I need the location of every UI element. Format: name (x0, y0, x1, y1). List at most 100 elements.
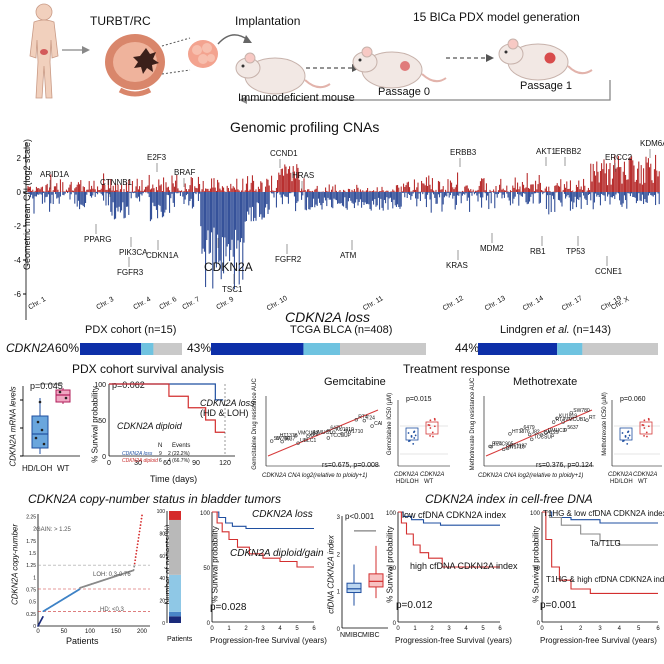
loh-label: LOH: 0.3-0.76 (93, 572, 131, 578)
box-point (641, 424, 644, 426)
bladder-icon (105, 34, 165, 97)
loss-segment (478, 343, 558, 355)
box-point (432, 435, 434, 438)
stack-y-tick: 80 (159, 531, 165, 537)
km-x-tick: 5 (637, 626, 641, 632)
box-point (643, 427, 646, 429)
box-point (624, 435, 627, 437)
box-point (627, 437, 630, 439)
gene-label-kras: KRAS (446, 261, 468, 270)
cfdna-km2-bot-label: T1HG & high cfDNA CDKN2A index (546, 575, 664, 584)
stack-legend-title: Patients (167, 636, 193, 643)
pdx-km-plot: 100 50 00 30 60 90 120 (95, 382, 235, 467)
loss-segment (303, 343, 340, 355)
box-y-tick: 2 (337, 552, 341, 558)
gem-stats: rs=0.675, p=0.008 (322, 462, 379, 469)
stack-y-tick: 40 (159, 576, 165, 582)
loss-segment (153, 343, 182, 355)
pdx-cohort-label: PDX cohort (n=15) (85, 324, 177, 336)
box-wt (639, 421, 653, 435)
copy-point (136, 546, 139, 549)
km-x-tick: 0 (107, 460, 111, 467)
box-point (414, 434, 417, 437)
box-point (412, 431, 415, 434)
copy-y-tick: 1 (33, 575, 36, 581)
cdkn2a-row-label: CDKN2A (6, 341, 55, 355)
box-y-tick: 0 (337, 627, 341, 633)
km-table-row-loss-ev: 2 (22.2%) (168, 451, 190, 457)
cfdna-km2-top-label: T1HG & low cfDNA CDKN2A index (543, 509, 664, 518)
cfdna-title: CDKN2A index in cell-free DNA (425, 492, 593, 506)
pdx-pct: 60% (55, 341, 80, 355)
km-x-tick: 6 (312, 626, 316, 632)
copy-y-tick: 1.75 (26, 539, 36, 545)
copy-point (133, 562, 136, 565)
stack-segment (169, 511, 181, 520)
pdx-survival-title: PDX cohort survival analysis (72, 362, 225, 376)
box-point (628, 434, 631, 437)
gene-label-atm: ATM (340, 251, 357, 260)
box-p-value: p=0.045 (30, 381, 63, 391)
box-point (431, 431, 434, 434)
cell-line-label: 6479 (524, 425, 535, 431)
box-point (433, 425, 436, 428)
copy-point (140, 520, 142, 523)
chromosome-label: Chr. 7 (181, 296, 201, 311)
copy-x-tick: 100 (85, 629, 96, 635)
box-point (647, 425, 650, 428)
lindgren-name: Lindgren (500, 324, 546, 336)
cell-line-label: KU1919 (559, 413, 577, 419)
cell-line-label: CAL29 (544, 430, 560, 436)
scatter-point (362, 418, 367, 423)
gene-label-tsc1: TSC1 (222, 285, 243, 294)
scatter-point (294, 434, 298, 438)
cfdna-km2-mid-label: Ta/T1LG (590, 539, 621, 548)
scatter-point (519, 428, 524, 432)
copy-point (137, 540, 139, 542)
copy-x-tick: 0 (36, 629, 40, 635)
km-y-tick: 50 (203, 566, 210, 572)
scatter-point (326, 436, 331, 440)
cell-line-label: CAL29 (374, 421, 382, 427)
cell-line-label: 647V (330, 426, 342, 432)
km-table-row-dip: CDKN2A diploid (122, 458, 158, 464)
stack-y-tick: 20 (159, 599, 165, 605)
gene-label-fgfr2: FGFR2 (275, 255, 302, 264)
copy-km-plot: 100 50 00 1 2 3 4 5 6 (200, 511, 316, 632)
scatter-point (501, 447, 506, 452)
scatter-point (354, 418, 358, 422)
copy-number-scatter: 2.25 2 1.75 1.5 1.25 1 0.75 0.5 0.25 00 50 100 150 20… (26, 514, 150, 635)
passage1-label: Passage 1 (520, 80, 572, 92)
cfdna-km1-xlabel: Progression-free Survival (years) (395, 636, 512, 645)
cell-line-label: RT4 (358, 415, 368, 421)
km-x-tick: 4 (464, 626, 468, 632)
km-x-tick: 0 (396, 626, 400, 632)
loss-segment (557, 343, 583, 355)
copy-point (139, 527, 141, 530)
copy-ylabel: CDKN2A copy-number (10, 523, 20, 606)
copy-y-tick: 0.5 (29, 600, 36, 606)
gene-label-cdkn2a-highlight: CDKN2A (204, 260, 253, 274)
gene-label-erbb3: ERBB3 (450, 148, 477, 157)
cell-line-label: RT4 (556, 417, 566, 423)
km-loss-text: CDKN2A loss (200, 398, 255, 408)
cell-line-label: TCCSUP (534, 434, 555, 440)
mtx-ylabel: Methotrexate Drug resistance AUC (470, 377, 476, 471)
cfdna-km1-p: p=0.012 (396, 600, 433, 611)
cna-y-tick-label: -6 (14, 290, 22, 299)
km-tatlg-curve (542, 511, 658, 546)
box-point (646, 435, 648, 438)
gene-label-ercc2: ERCC2 (605, 153, 633, 162)
cell-line-label: HT1197 (510, 443, 528, 449)
box-wt (425, 421, 439, 435)
cna-title: Genomic profiling CNAs (230, 119, 380, 135)
mtx-box-p: p=0.060 (620, 396, 646, 403)
box-point (645, 431, 648, 434)
loss-segment (80, 343, 142, 355)
gem-ylabel: Gemcitabine Drug resistance AUC (252, 378, 258, 470)
stack-y-tick: 0 (162, 621, 165, 627)
box-nmibc (346, 582, 362, 594)
km-y-tick: 0 (102, 454, 106, 461)
regression-line (485, 409, 593, 457)
km-diploid-curve (109, 383, 225, 433)
